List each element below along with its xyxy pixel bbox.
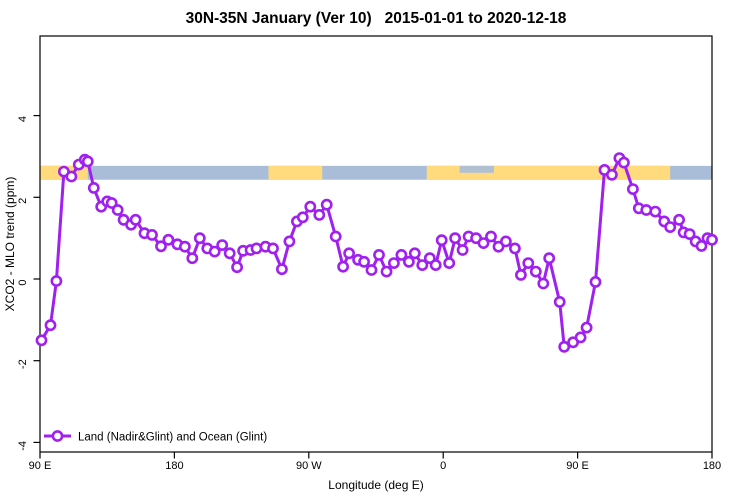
y-tick-label: -2 [17,359,29,369]
data-point [443,257,456,269]
data-point [65,170,78,183]
data-point [706,233,718,246]
data-point [373,248,385,261]
data-point [429,259,442,271]
data-point [35,334,48,347]
data-point [695,239,708,252]
data-point [162,233,175,246]
data-point [529,265,542,278]
data-point [275,263,288,276]
data-point [105,197,118,209]
data-point [574,331,587,344]
data-point [193,232,206,245]
data-point [416,259,429,271]
data-point [208,245,221,258]
data-point [522,257,535,269]
data-point [649,205,662,218]
x-axis-label: Longitude (deg E) [328,478,423,492]
data-point [509,242,521,255]
data-point [640,204,653,216]
legend-label: Land (Nadir&Glint) and Ocean (Glint) [78,432,267,444]
y-axis: -4 -2 0 2 4 [17,114,40,451]
data-point [87,181,100,194]
chart-title: 30N-35N January (Ver 10) 2015-01-01 to 2… [186,10,567,27]
data-series [35,152,718,353]
data-point [402,255,415,268]
data-point [515,268,527,281]
data-point [492,240,505,253]
legend-marker-icon [51,430,64,442]
data-point [146,228,158,241]
y-tick-label: 2 [17,198,29,204]
data-point [313,208,326,221]
data-point [267,242,279,255]
data-point [50,275,63,287]
data-point [296,211,309,224]
x-tick-label: 90 W [296,460,322,472]
x-tick-label: 180 [703,460,721,472]
data-point [449,232,461,245]
y-axis-label: XCO2 - MLO trend (ppm) [3,177,17,312]
y-tick-label: 0 [17,279,29,285]
map-band-ocean-patch [459,165,494,173]
data-point [618,156,630,169]
x-tick-label: 90 E [566,460,589,472]
data-point [408,247,421,260]
data-point [456,244,469,256]
data-point [320,198,333,211]
data-point [435,234,448,247]
data-point [178,240,191,253]
y-tick-label: -4 [17,441,29,451]
data-point [664,221,677,233]
data-point [283,235,296,248]
data-point [329,230,342,243]
data-point [589,275,602,288]
data-point [380,265,393,278]
data-point [337,260,349,273]
data-point [558,340,571,353]
x-tick-label: 180 [165,460,183,472]
data-point [343,247,355,260]
x-axis: 90 E 180 90 W 0 90 E 180 [29,452,721,472]
data-point [111,204,124,216]
data-point [250,242,263,255]
data-point [358,255,370,268]
x-tick-label: 0 [440,460,446,472]
data-point [627,183,639,195]
data-point [580,321,593,334]
data-point [81,155,94,168]
data-point [186,252,199,265]
data-point [543,252,556,265]
data-point [606,168,618,181]
data-point [304,200,317,213]
data-point [129,213,142,226]
y-tick-label: 4 [17,116,29,122]
legend: Land (Nadir&Glint) and Ocean (Glint) [44,430,267,444]
data-point [387,257,400,269]
data-point [485,230,497,243]
data-point [537,277,550,290]
data-point [477,237,490,249]
data-point [155,240,167,253]
data-point [683,228,696,240]
data-point [673,213,685,226]
plot-border [39,35,713,453]
data-point [231,261,243,274]
data-point [44,319,57,332]
data-point [395,248,408,261]
x-tick-label: 90 E [29,460,52,472]
data-point [216,239,229,251]
data-point [553,295,566,308]
map-band-land [268,165,323,180]
data-point [365,264,378,276]
data-point [499,235,512,248]
data-point [223,247,236,260]
